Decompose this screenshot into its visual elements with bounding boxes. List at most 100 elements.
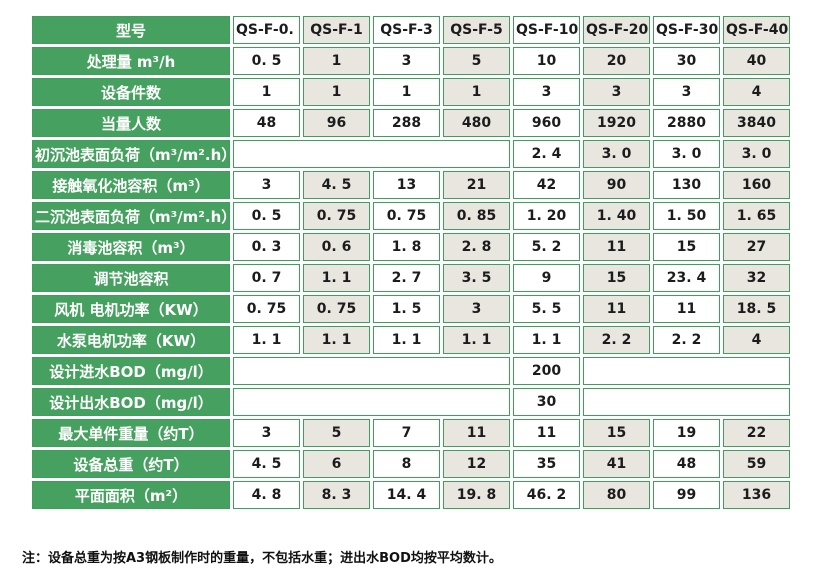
data-cell: 15 [583, 264, 650, 292]
row-label: 最大单件重量（约T） [32, 419, 230, 447]
data-cell: 46. 2 [513, 481, 580, 509]
data-cell: 3. 0 [653, 140, 720, 168]
data-cell: 5 [303, 419, 370, 447]
data-cell: 5. 2 [513, 233, 580, 261]
data-cell: 4 [723, 326, 790, 354]
data-cell: 1. 5 [373, 295, 440, 323]
data-cell: 5 [443, 47, 510, 75]
data-cell: 1 [303, 78, 370, 106]
data-cell: 160 [723, 171, 790, 199]
data-cell: 48 [233, 109, 300, 137]
data-cell: 3 [233, 171, 300, 199]
data-cell: 3. 0 [583, 140, 650, 168]
row-label: 风机 电机功率（KW） [32, 295, 230, 323]
data-cell: 30 [653, 47, 720, 75]
row-label: 设备件数 [32, 78, 230, 106]
data-cell: 0. 5 [233, 47, 300, 75]
data-cell: 1. 1 [373, 326, 440, 354]
merged-cell [233, 388, 510, 416]
data-cell: 3 [583, 78, 650, 106]
data-cell: 0. 3 [233, 233, 300, 261]
data-cell: 2. 8 [443, 233, 510, 261]
data-cell: 27 [723, 233, 790, 261]
data-cell: 42 [513, 171, 580, 199]
data-cell: 11 [653, 295, 720, 323]
data-cell: 32 [723, 264, 790, 292]
row-label: 接触氧化池容积（m³） [32, 171, 230, 199]
data-cell: 1. 8 [373, 233, 440, 261]
data-cell: 0. 75 [303, 295, 370, 323]
data-cell: 4 [723, 78, 790, 106]
row-label: 设备总重（约T） [32, 450, 230, 478]
data-cell: 11 [513, 419, 580, 447]
data-cell: 59 [723, 450, 790, 478]
data-cell: 3. 0 [723, 140, 790, 168]
table-row: 风机 电机功率（KW） 0. 75 0. 75 1. 5 3 5. 5 11 11 18. 5 [32, 295, 790, 323]
data-cell: 288 [373, 109, 440, 137]
data-cell: 1920 [583, 109, 650, 137]
data-cell: 1. 20 [513, 202, 580, 230]
data-cell: 30 [513, 388, 580, 416]
data-cell: 41 [583, 450, 650, 478]
data-cell: 3840 [723, 109, 790, 137]
row-label: 当量人数 [32, 109, 230, 137]
data-cell: 2. 2 [653, 326, 720, 354]
data-cell: 1 [443, 78, 510, 106]
row-label: 初沉池表面负荷（m³/m².h） [32, 140, 230, 168]
table-row: 设备件数 1 1 1 1 3 3 3 4 [32, 78, 790, 106]
data-cell: 136 [723, 481, 790, 509]
row-label: 调节池容积 [32, 264, 230, 292]
data-cell: 4. 5 [233, 450, 300, 478]
data-cell: 96 [303, 109, 370, 137]
data-cell: 11 [443, 419, 510, 447]
table-row: 初沉池表面负荷（m³/m².h） 2. 4 3. 0 3. 0 3. 0 [32, 140, 790, 168]
data-cell: 21 [443, 171, 510, 199]
data-cell: 0. 5 [233, 202, 300, 230]
data-cell: 7 [373, 419, 440, 447]
data-cell: 1. 1 [443, 326, 510, 354]
data-cell: 960 [513, 109, 580, 137]
table-row: 设计进水BOD（mg/l） 200 [32, 357, 790, 385]
table-row: 平面面积（m²） 4. 8 8. 3 14. 4 19. 8 46. 2 80 99 136 [32, 481, 790, 509]
data-cell: 15 [583, 419, 650, 447]
data-cell: 0. 85 [443, 202, 510, 230]
data-cell: 19 [653, 419, 720, 447]
data-cell: 12 [443, 450, 510, 478]
data-cell: 1. 1 [303, 264, 370, 292]
data-cell: 3. 5 [443, 264, 510, 292]
data-cell: 0. 75 [303, 202, 370, 230]
model-header-cell: QS-F-20 [583, 16, 650, 44]
row-label: 设计出水BOD（mg/l） [32, 388, 230, 416]
data-cell: 40 [723, 47, 790, 75]
data-cell: 8 [373, 450, 440, 478]
data-cell: 200 [513, 357, 580, 385]
data-cell: 18. 5 [723, 295, 790, 323]
data-cell: 2880 [653, 109, 720, 137]
table-row: 设计出水BOD（mg/l） 30 [32, 388, 790, 416]
data-cell: 4. 5 [303, 171, 370, 199]
data-cell: 0. 7 [233, 264, 300, 292]
data-cell: 1. 50 [653, 202, 720, 230]
data-cell: 3 [653, 78, 720, 106]
data-cell: 130 [653, 171, 720, 199]
model-header-cell: QS-F-1 [303, 16, 370, 44]
data-cell: 6 [303, 450, 370, 478]
data-cell: 0. 75 [233, 295, 300, 323]
data-cell: 2. 4 [513, 140, 580, 168]
data-cell: 10 [513, 47, 580, 75]
data-cell: 8. 3 [303, 481, 370, 509]
table-row: 消毒池容积（m³） 0. 3 0. 6 1. 8 2. 8 5. 2 11 15 27 [32, 233, 790, 261]
row-label: 消毒池容积（m³） [32, 233, 230, 261]
data-cell: 1. 1 [513, 326, 580, 354]
row-label: 二沉池表面负荷（m³/m².h） [32, 202, 230, 230]
footnote: 注：设备总重为按A3钢板制作时的重量，不包括水重；进出水BOD均按平均数计。 [22, 551, 502, 566]
row-label: 处理量 m³/h [32, 47, 230, 75]
row-label: 设计进水BOD（mg/l） [32, 357, 230, 385]
data-cell: 99 [653, 481, 720, 509]
data-cell: 22 [723, 419, 790, 447]
merged-cell [233, 140, 510, 168]
row-label: 平面面积（m²） [32, 481, 230, 509]
table-row: 二沉池表面负荷（m³/m².h） 0. 5 0. 75 0. 75 0. 85 1. 20… [32, 202, 790, 230]
